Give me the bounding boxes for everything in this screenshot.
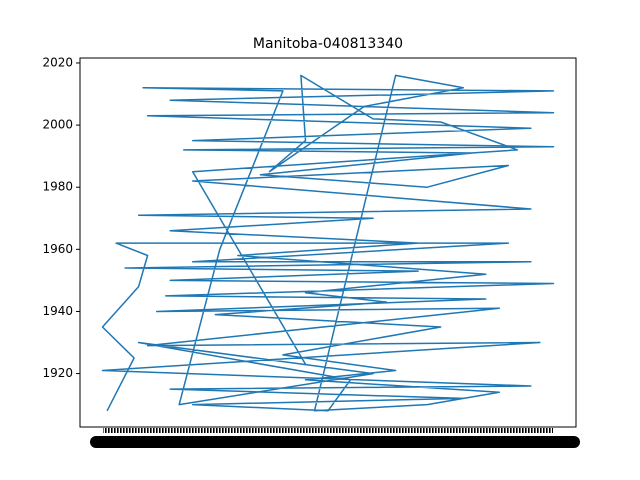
- y-tick-label: 1920: [42, 366, 73, 380]
- y-tick-label: 1960: [42, 242, 73, 256]
- plot-frame: [79, 57, 577, 428]
- series-line: [101, 74, 555, 412]
- y-tick-label: 1980: [42, 180, 73, 194]
- y-tick-label: 2000: [42, 118, 73, 132]
- x-tick-marks: [103, 428, 553, 433]
- y-tick-label: 2020: [42, 55, 73, 69]
- y-tick-label: 1940: [42, 304, 73, 318]
- chart-title: Manitoba-040813340: [253, 36, 403, 52]
- x-tick-labels-overlapped: [90, 436, 580, 448]
